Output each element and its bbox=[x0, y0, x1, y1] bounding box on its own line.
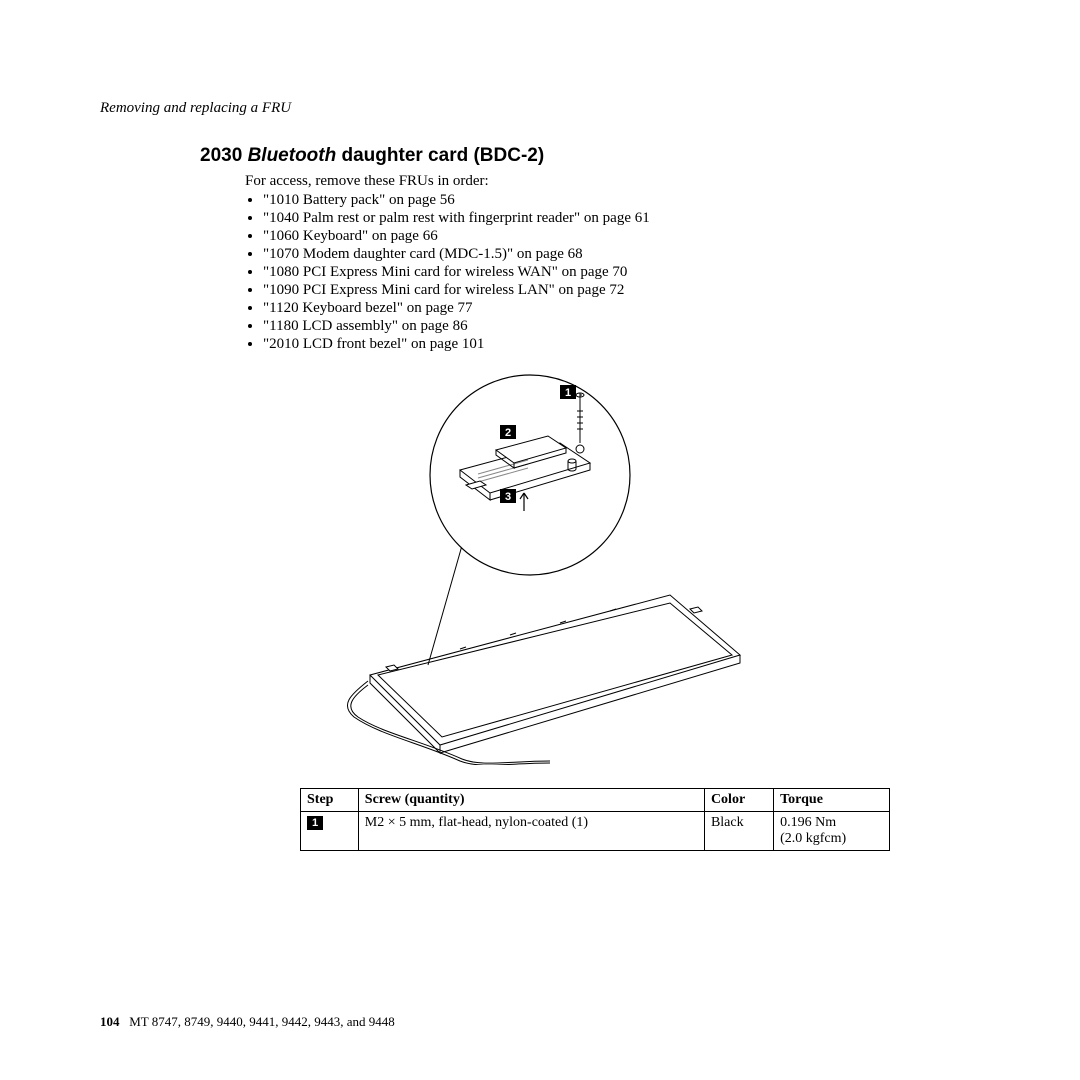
list-item: "1090 PCI Express Mini card for wireless… bbox=[263, 282, 980, 299]
exploded-diagram: 1 2 3 bbox=[310, 365, 770, 765]
callout-3: 3 bbox=[505, 491, 511, 503]
list-item: "1180 LCD assembly" on page 86 bbox=[263, 318, 980, 335]
step-badge: 1 bbox=[307, 816, 323, 830]
list-item: "1010 Battery pack" on page 56 bbox=[263, 192, 980, 209]
cell-screw: M2 × 5 mm, flat-head, nylon-coated (1) bbox=[358, 812, 704, 851]
th-torque: Torque bbox=[774, 789, 890, 812]
table-header-row: Step Screw (quantity) Color Torque bbox=[301, 789, 890, 812]
torque-value: 0.196 Nm bbox=[780, 815, 836, 830]
list-item: "1080 PCI Express Mini card for wireless… bbox=[263, 264, 980, 281]
list-item: "1040 Palm rest or palm rest with finger… bbox=[263, 210, 980, 227]
callout-1: 1 bbox=[565, 387, 571, 399]
list-item: "2010 LCD front bezel" on page 101 bbox=[263, 336, 980, 353]
table-row: 1 M2 × 5 mm, flat-head, nylon-coated (1)… bbox=[301, 812, 890, 851]
cell-torque: 0.196 Nm (2.0 kgfcm) bbox=[774, 812, 890, 851]
list-item: "1060 Keyboard" on page 66 bbox=[263, 228, 980, 245]
list-item: "1070 Modem daughter card (MDC-1.5)" on … bbox=[263, 246, 980, 263]
section-title-rest: daughter card (BDC-2) bbox=[336, 145, 544, 166]
th-color: Color bbox=[704, 789, 773, 812]
section-number: 2030 bbox=[200, 145, 242, 166]
prerequisite-list: "1010 Battery pack" on page 56 "1040 Pal… bbox=[245, 192, 980, 353]
callout-2: 2 bbox=[505, 427, 511, 439]
footer-text: MT 8747, 8749, 9440, 9441, 9442, 9443, a… bbox=[129, 1014, 395, 1029]
th-screw: Screw (quantity) bbox=[358, 789, 704, 812]
section-title: 2030 Bluetooth daughter card (BDC-2) bbox=[200, 145, 980, 167]
screw-table: Step Screw (quantity) Color Torque 1 M2 … bbox=[300, 788, 890, 851]
cell-step: 1 bbox=[301, 812, 359, 851]
th-step: Step bbox=[301, 789, 359, 812]
section-title-italic: Bluetooth bbox=[248, 145, 337, 166]
page-footer: 104 MT 8747, 8749, 9440, 9441, 9442, 944… bbox=[100, 1014, 395, 1030]
cell-color: Black bbox=[704, 812, 773, 851]
intro-line: For access, remove these FRUs in order: bbox=[245, 173, 980, 190]
running-header: Removing and replacing a FRU bbox=[100, 100, 980, 117]
page-number: 104 bbox=[100, 1014, 120, 1029]
figure: 1 2 3 bbox=[100, 365, 980, 770]
torque-alt: (2.0 kgfcm) bbox=[780, 831, 846, 846]
list-item: "1120 Keyboard bezel" on page 77 bbox=[263, 300, 980, 317]
